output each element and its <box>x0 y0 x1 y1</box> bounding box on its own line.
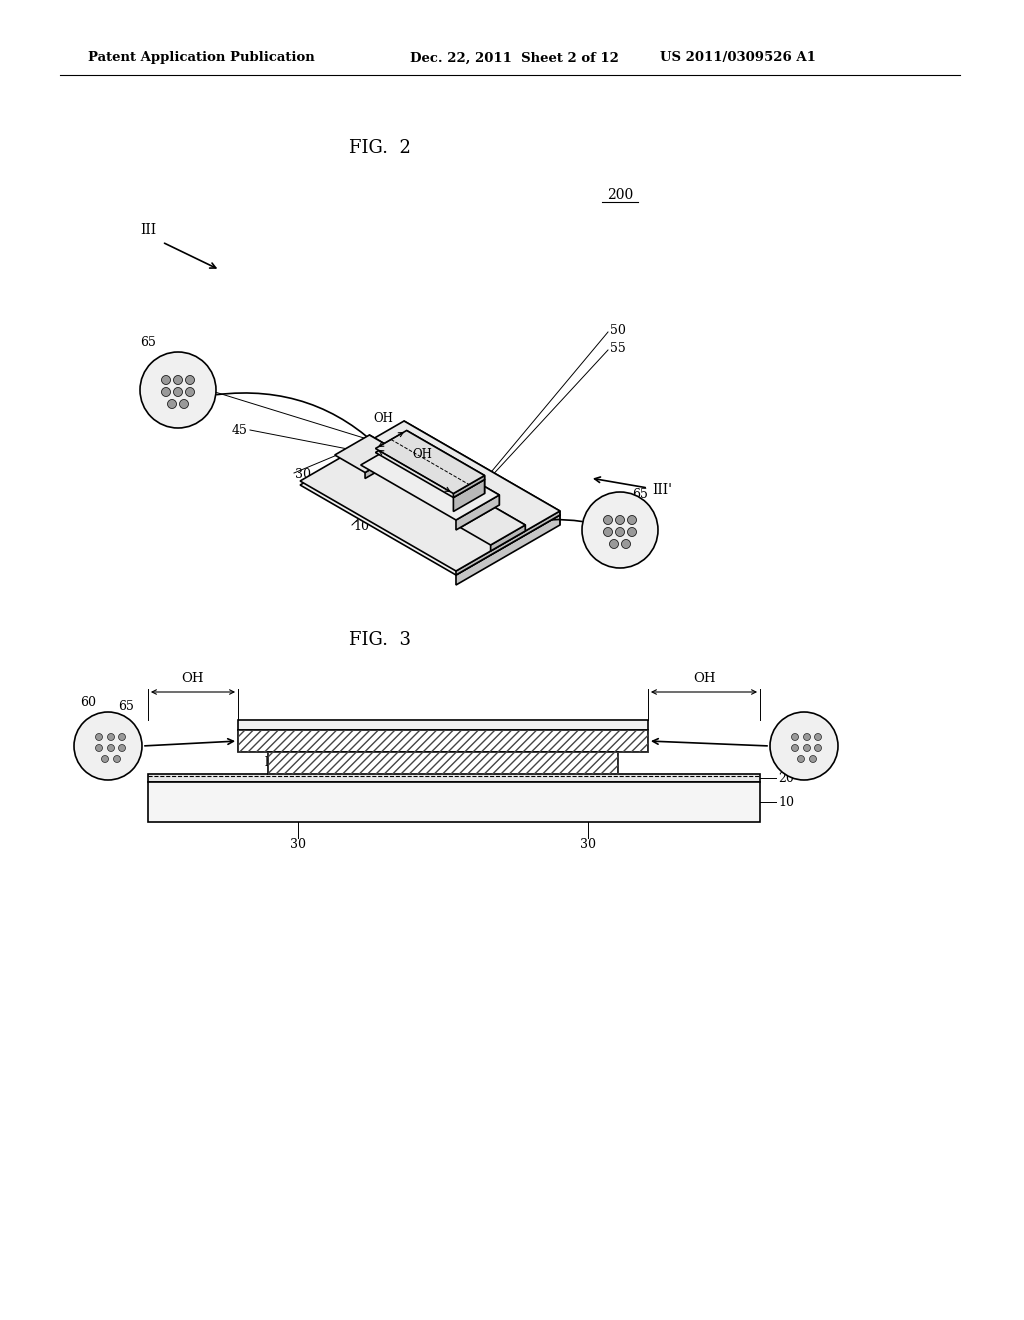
Circle shape <box>179 400 188 408</box>
Text: FIG.  2: FIG. 2 <box>349 139 411 157</box>
Text: 45: 45 <box>232 424 248 437</box>
Circle shape <box>185 388 195 396</box>
Circle shape <box>119 744 126 751</box>
Bar <box>268 752 618 774</box>
Circle shape <box>628 516 637 524</box>
Circle shape <box>74 711 142 780</box>
Circle shape <box>603 528 612 536</box>
Bar <box>238 730 648 752</box>
Circle shape <box>792 734 799 741</box>
Text: Dec. 22, 2011  Sheet 2 of 12: Dec. 22, 2011 Sheet 2 of 12 <box>410 51 618 65</box>
Polygon shape <box>404 440 500 506</box>
Text: 40: 40 <box>184 381 200 395</box>
Circle shape <box>804 734 811 741</box>
Polygon shape <box>461 507 525 545</box>
Polygon shape <box>490 525 525 550</box>
Circle shape <box>119 734 126 741</box>
Text: 50: 50 <box>610 323 626 337</box>
Circle shape <box>770 711 838 780</box>
Bar <box>148 774 760 781</box>
Text: h2: h2 <box>265 756 280 770</box>
Circle shape <box>603 516 612 524</box>
Circle shape <box>628 528 637 536</box>
Circle shape <box>162 375 171 384</box>
Circle shape <box>173 375 182 384</box>
Text: OH: OH <box>181 672 204 685</box>
Circle shape <box>162 388 171 396</box>
Circle shape <box>173 388 182 396</box>
Text: III': III' <box>652 483 672 498</box>
Polygon shape <box>370 436 399 458</box>
Circle shape <box>108 734 115 741</box>
Text: 20: 20 <box>437 506 453 519</box>
Polygon shape <box>360 440 500 520</box>
Circle shape <box>95 744 102 751</box>
Polygon shape <box>456 511 560 576</box>
Circle shape <box>810 755 816 763</box>
Text: 10: 10 <box>353 520 369 533</box>
Polygon shape <box>335 436 399 473</box>
Circle shape <box>798 755 805 763</box>
Circle shape <box>814 734 821 741</box>
Circle shape <box>804 744 811 751</box>
Text: 30: 30 <box>295 469 311 482</box>
Text: 10: 10 <box>778 796 794 808</box>
Polygon shape <box>407 430 484 479</box>
Circle shape <box>615 528 625 536</box>
Bar <box>148 781 760 822</box>
Polygon shape <box>407 434 484 494</box>
Circle shape <box>101 755 109 763</box>
Text: 20: 20 <box>778 771 794 784</box>
Bar <box>238 730 648 752</box>
Text: h1: h1 <box>312 741 327 754</box>
Circle shape <box>140 352 216 428</box>
Text: 65: 65 <box>632 488 648 502</box>
Polygon shape <box>300 425 560 576</box>
Text: 30: 30 <box>290 837 306 850</box>
Circle shape <box>582 492 658 568</box>
Circle shape <box>108 744 115 751</box>
Circle shape <box>95 734 102 741</box>
Text: US 2011/0309526 A1: US 2011/0309526 A1 <box>660 51 816 65</box>
Circle shape <box>168 400 176 408</box>
Polygon shape <box>495 507 525 531</box>
Polygon shape <box>376 430 484 494</box>
Polygon shape <box>454 475 484 498</box>
Polygon shape <box>404 425 560 525</box>
Text: Patent Application Publication: Patent Application Publication <box>88 51 314 65</box>
Text: OH: OH <box>693 672 715 685</box>
Polygon shape <box>456 495 500 531</box>
Text: 65: 65 <box>118 700 134 713</box>
Circle shape <box>114 755 121 763</box>
Text: 55: 55 <box>610 342 626 355</box>
Bar <box>238 719 648 730</box>
Circle shape <box>609 540 618 549</box>
Polygon shape <box>376 434 484 498</box>
Polygon shape <box>454 479 484 511</box>
Text: 65: 65 <box>140 335 156 348</box>
Polygon shape <box>404 421 560 515</box>
Circle shape <box>814 744 821 751</box>
Polygon shape <box>456 515 560 585</box>
Text: 60: 60 <box>632 532 648 544</box>
Bar <box>268 752 618 774</box>
Text: 30: 30 <box>580 837 596 850</box>
Polygon shape <box>365 453 399 479</box>
Text: III: III <box>140 223 156 238</box>
Circle shape <box>792 744 799 751</box>
Text: FIG.  3: FIG. 3 <box>349 631 411 649</box>
Polygon shape <box>300 421 560 572</box>
Circle shape <box>622 540 631 549</box>
Text: 60: 60 <box>80 696 96 709</box>
Text: 200: 200 <box>607 187 633 202</box>
Circle shape <box>615 516 625 524</box>
Text: OH: OH <box>413 447 432 461</box>
Text: OH: OH <box>373 412 393 425</box>
Circle shape <box>185 375 195 384</box>
